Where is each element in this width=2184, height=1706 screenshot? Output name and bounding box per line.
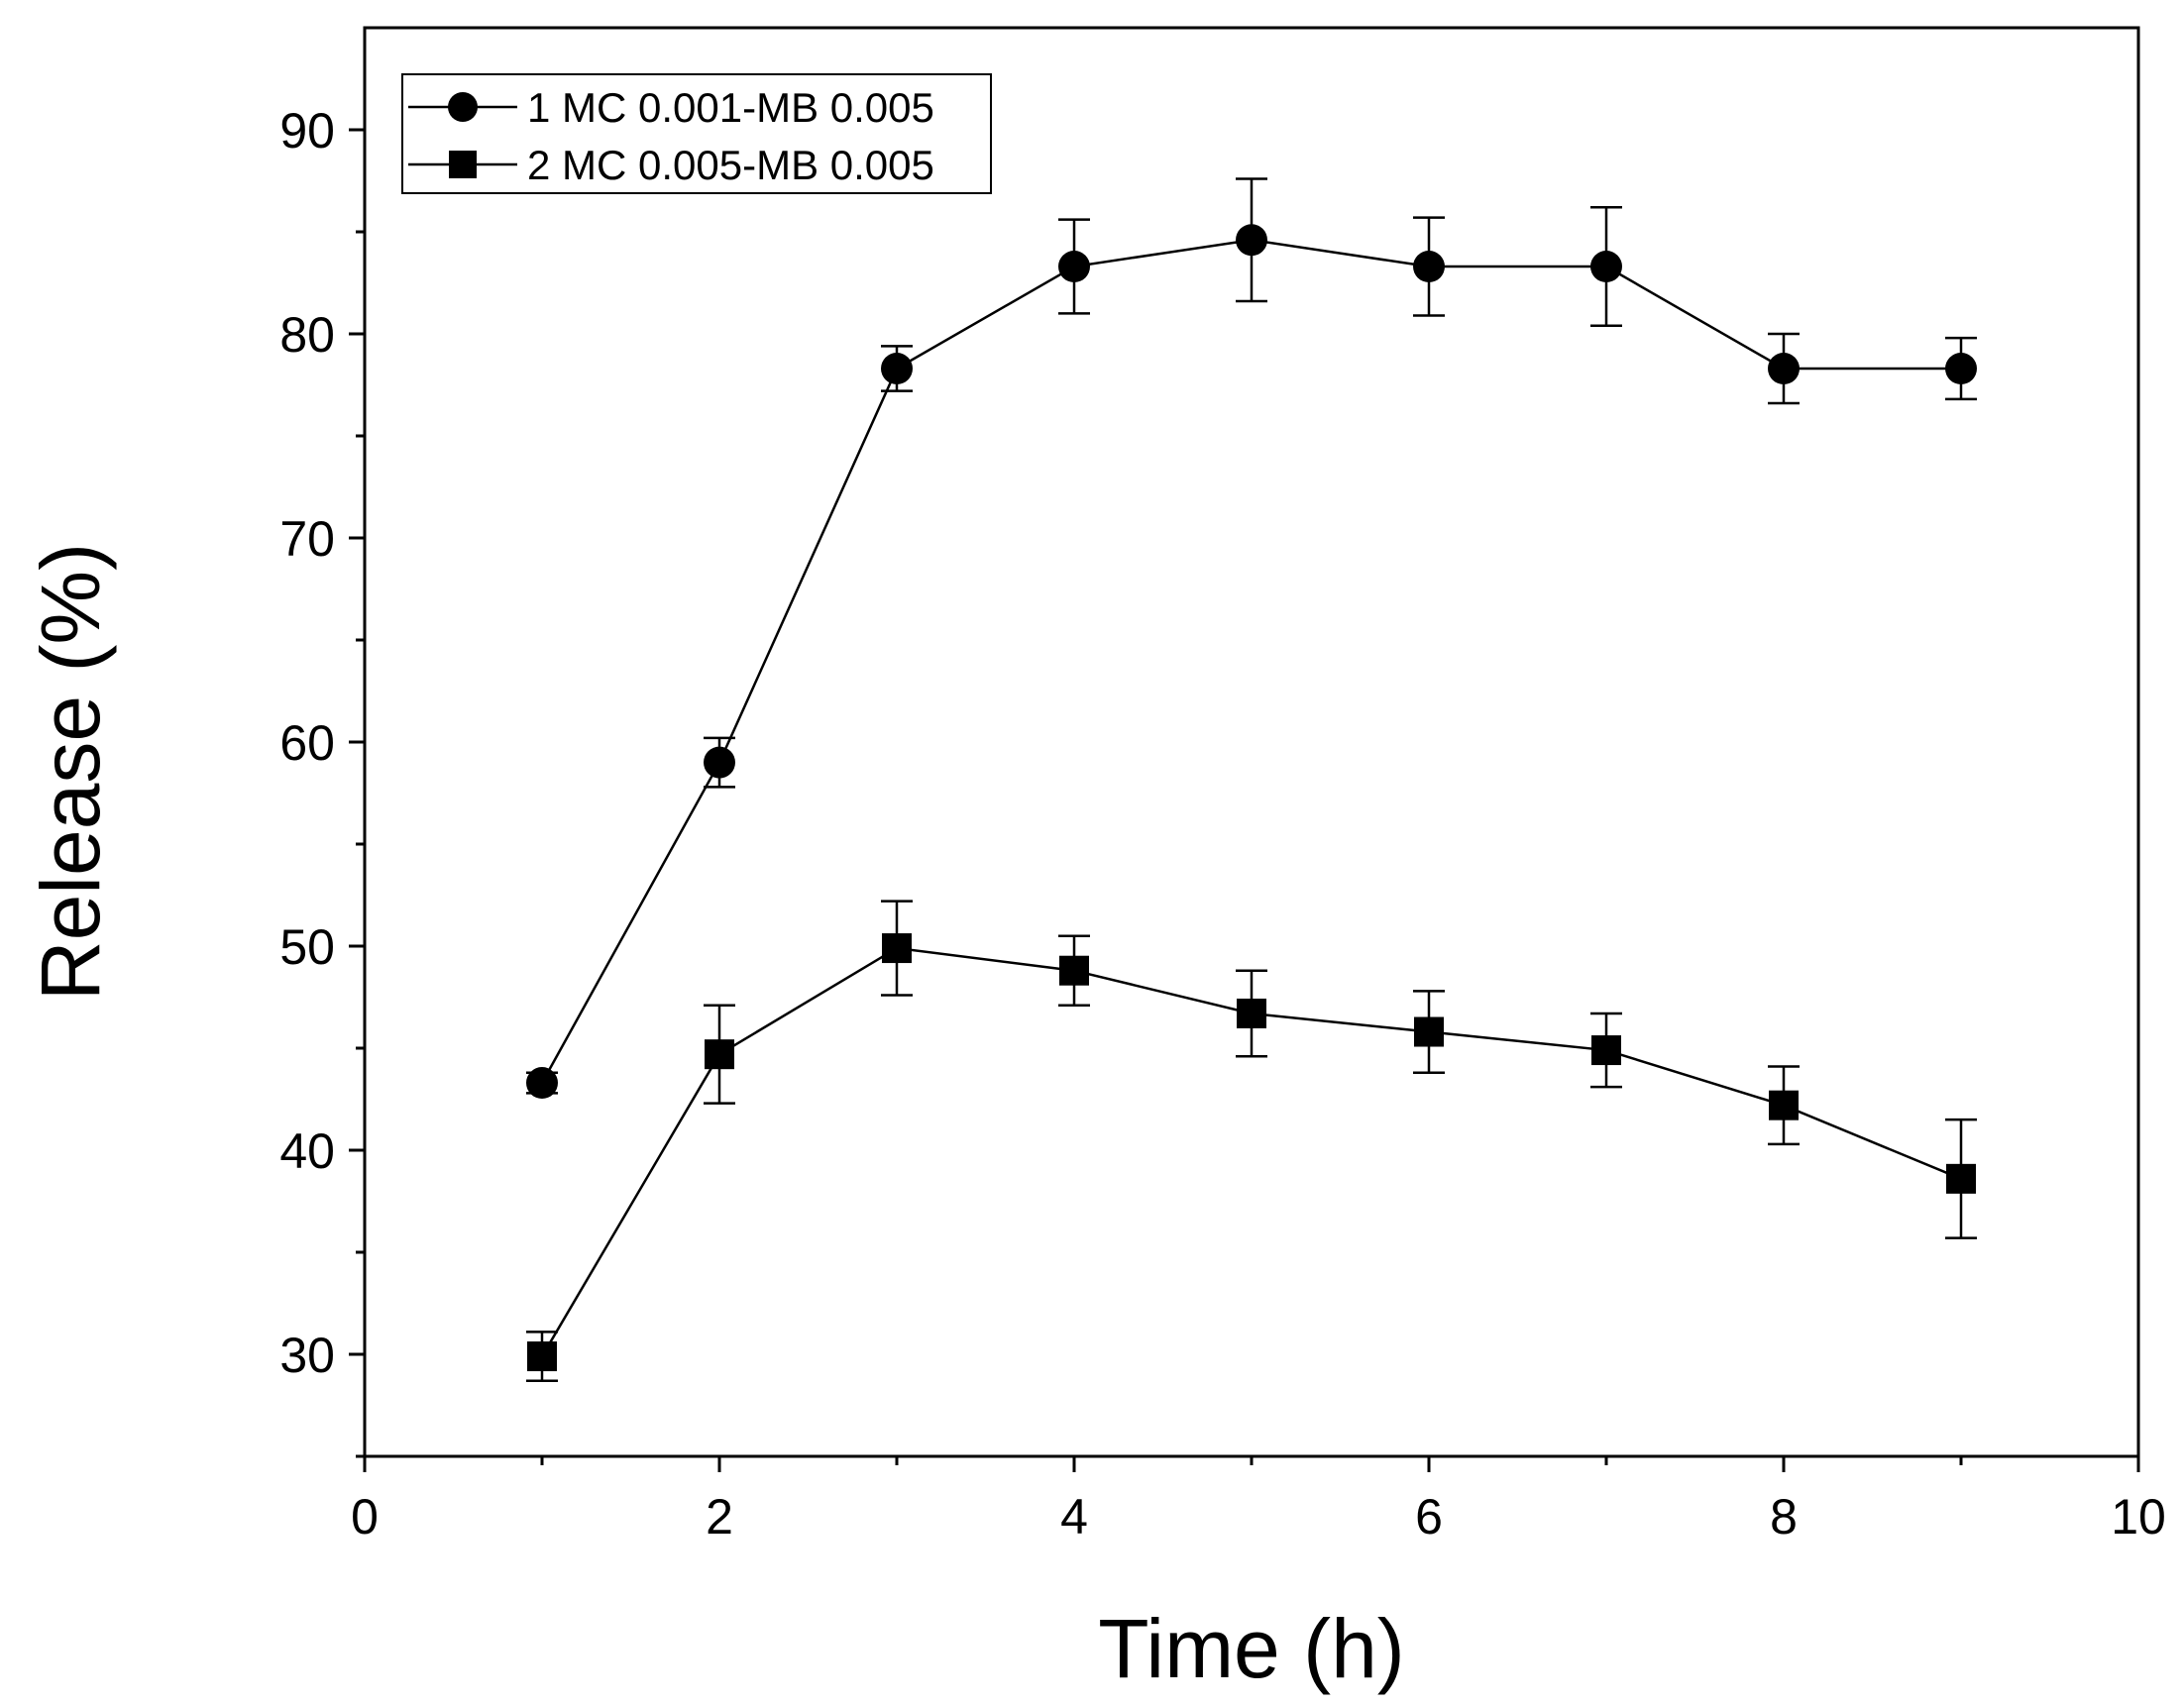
y-axis-title: Release (%)	[24, 543, 117, 1001]
x-tick-label: 6	[1415, 1489, 1443, 1545]
legend-entry-series-2: 2 MC 0.005-MB 0.005	[408, 142, 934, 188]
y-tick-label: 70	[279, 511, 335, 567]
y-tick-label: 80	[279, 307, 335, 363]
data-point-circle	[1945, 353, 1977, 385]
data-point-circle	[881, 353, 913, 385]
series-1	[526, 177, 1977, 1100]
data-point-square	[1059, 955, 1089, 986]
data-point-square	[882, 933, 912, 964]
y-tick-label: 30	[279, 1328, 335, 1383]
data-point-circle	[704, 746, 735, 779]
data-point-circle	[1236, 224, 1267, 257]
y-tick-label: 50	[279, 919, 335, 975]
legend-label-series-2: 2 MC 0.005-MB 0.005	[527, 142, 934, 188]
legend-marker-square	[449, 151, 477, 178]
x-axis-title: Time (h)	[1098, 1602, 1405, 1695]
data-point-square	[1769, 1090, 1799, 1120]
legend-label-series-1: 1 MC 0.001-MB 0.005	[527, 84, 934, 131]
y-tick-label: 90	[279, 103, 335, 159]
legend-box	[401, 73, 992, 194]
legend-marker-circle	[448, 92, 478, 122]
data-point-circle	[1768, 353, 1800, 385]
y-axis: 30 40 50 60 70 80 90	[279, 103, 365, 1458]
data-point-square	[705, 1039, 734, 1070]
data-point-square	[527, 1341, 557, 1372]
x-tick-label: 8	[1770, 1489, 1798, 1545]
data-point-square	[1946, 1163, 1976, 1194]
x-tick-label: 4	[1060, 1489, 1088, 1545]
legend-entry-series-1: 1 MC 0.001-MB 0.005	[408, 84, 934, 131]
data-point-circle	[1590, 251, 1622, 283]
x-tick-label: 2	[706, 1489, 733, 1545]
series-2	[526, 900, 1977, 1383]
data-point-square	[1414, 1016, 1444, 1047]
series-layer	[526, 177, 1977, 1383]
x-tick-label: 0	[351, 1489, 379, 1545]
data-point-circle	[1413, 251, 1445, 283]
data-point-circle	[1058, 251, 1090, 283]
data-point-circle	[526, 1067, 558, 1100]
data-point-square	[1591, 1035, 1621, 1066]
data-point-square	[1237, 998, 1266, 1028]
series-line	[540, 238, 1961, 1084]
legend: 1 MC 0.001-MB 0.005 2 MC 0.005-MB 0.005	[401, 73, 992, 194]
y-tick-label: 60	[279, 715, 335, 771]
x-axis: 0 2 4 6 8 10	[351, 1456, 2166, 1545]
x-tick-label: 10	[2111, 1489, 2166, 1545]
y-tick-label: 40	[279, 1123, 335, 1179]
